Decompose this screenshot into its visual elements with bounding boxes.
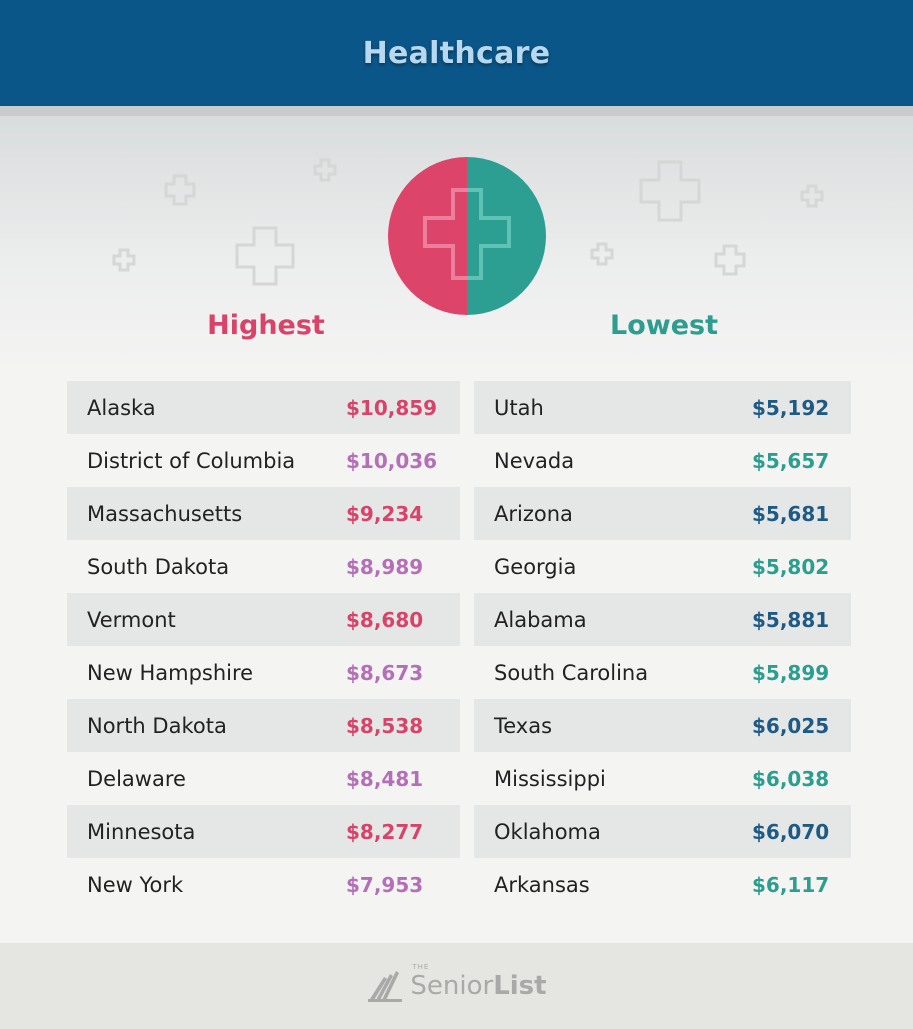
state-name: New York: [87, 872, 184, 897]
table-row: Texas $6,025: [474, 699, 851, 752]
header-shadow: [0, 106, 913, 116]
table-row: Georgia $5,802: [474, 540, 851, 593]
state-name: Arizona: [494, 501, 573, 526]
cost-value: $7,953: [346, 872, 424, 897]
table-row: Utah $5,192: [474, 381, 851, 434]
table-row: Oklahoma $6,070: [474, 805, 851, 858]
state-name: Texas: [494, 713, 553, 738]
table-row: North Dakota $8,538: [67, 699, 460, 752]
state-name: Georgia: [494, 554, 577, 579]
state-name: Mississippi: [494, 766, 606, 791]
cost-value: $8,538: [346, 713, 424, 738]
cost-value: $10,036: [346, 448, 438, 473]
header-bar: Healthcare: [0, 0, 913, 106]
state-name: Minnesota: [87, 819, 196, 844]
logo-list: List: [493, 971, 547, 1001]
cost-value: $5,192: [752, 395, 830, 420]
state-name: Arkansas: [494, 872, 590, 897]
table-row: Mississippi $6,038: [474, 752, 851, 805]
table-row: Arizona $5,681: [474, 487, 851, 540]
cost-value: $6,038: [752, 766, 830, 791]
medical-cross-icon: [388, 157, 546, 315]
table-row: Nevada $5,657: [474, 434, 851, 487]
cost-value: $5,881: [752, 607, 830, 632]
table-row: New York $7,953: [67, 858, 460, 911]
table-row: Delaware $8,481: [67, 752, 460, 805]
table-row: Minnesota $8,277: [67, 805, 460, 858]
table-row: South Dakota $8,989: [67, 540, 460, 593]
page-title: Healthcare: [362, 35, 551, 71]
cost-value: $5,802: [752, 554, 830, 579]
cost-value: $9,234: [346, 501, 424, 526]
cost-value: $10,859: [346, 395, 438, 420]
table-row: New Hampshire $8,673: [67, 646, 460, 699]
table-row: Alaska $10,859: [67, 381, 460, 434]
state-name: Utah: [494, 395, 544, 420]
state-name: Delaware: [87, 766, 186, 791]
state-name: South Dakota: [87, 554, 230, 579]
table-row: Vermont $8,680: [67, 593, 460, 646]
cost-value: $5,657: [752, 448, 830, 473]
state-name: Alabama: [494, 607, 587, 632]
table-row: South Carolina $5,899: [474, 646, 851, 699]
cost-value: $8,989: [346, 554, 424, 579]
table-row: Massachusetts $9,234: [67, 487, 460, 540]
highest-table: Alaska $10,859 District of Columbia $10,036…: [67, 381, 460, 911]
state-name: South Carolina: [494, 660, 649, 685]
table-row: Alabama $5,881: [474, 593, 851, 646]
highest-heading: Highest: [207, 310, 325, 341]
state-name: Oklahoma: [494, 819, 601, 844]
cost-value: $8,481: [346, 766, 424, 791]
cost-value: $6,070: [752, 819, 830, 844]
cost-value: $8,277: [346, 819, 424, 844]
state-name: Massachusetts: [87, 501, 243, 526]
cost-value: $6,025: [752, 713, 830, 738]
senior-list-logo: THE SeniorList: [366, 963, 547, 1003]
lowest-table: Utah $5,192 Nevada $5,657 Arizona $5,681 Georg…: [474, 381, 851, 911]
state-name: Vermont: [87, 607, 176, 632]
logo-senior: Senior: [410, 971, 494, 1001]
state-name: Nevada: [494, 448, 575, 473]
state-name: North Dakota: [87, 713, 227, 738]
lowest-heading: Lowest: [610, 310, 718, 341]
book-icon: [368, 971, 403, 1002]
state-name: District of Columbia: [87, 448, 296, 473]
cost-value: $6,117: [752, 872, 830, 897]
cost-value: $5,681: [752, 501, 830, 526]
table-row: Arkansas $6,117: [474, 858, 851, 911]
state-name: Alaska: [87, 395, 156, 420]
cost-value: $8,680: [346, 607, 424, 632]
cost-value: $8,673: [346, 660, 424, 685]
state-name: New Hampshire: [87, 660, 254, 685]
cost-value: $5,899: [752, 660, 830, 685]
footer: THE SeniorList: [0, 943, 913, 1029]
table-row: District of Columbia $10,036: [67, 434, 460, 487]
